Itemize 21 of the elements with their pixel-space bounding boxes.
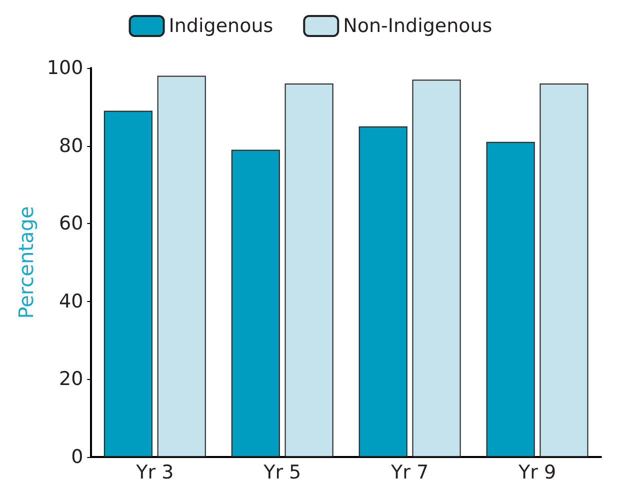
y-tick-label: 60	[58, 212, 84, 235]
y-tick-label: 100	[46, 57, 84, 79]
bar	[540, 84, 588, 457]
y-tick-label: 20	[58, 368, 84, 390]
y-tick-label: 80	[58, 134, 84, 157]
x-tick-label: Yr 5	[262, 462, 302, 484]
x-tick-label: Yr 3	[135, 462, 174, 484]
bar	[231, 150, 280, 457]
bar	[284, 84, 334, 457]
bar	[486, 142, 535, 457]
bar	[412, 80, 461, 457]
legend-label: Indigenous	[168, 15, 274, 37]
bar	[157, 76, 206, 457]
legend-label: Non-Indigenous	[343, 15, 492, 37]
y-tick-label: 40	[58, 290, 84, 312]
y-axis-title: Percentage	[14, 206, 38, 319]
y-tick-label: 0	[71, 446, 84, 468]
bar	[358, 126, 408, 457]
bar	[104, 110, 152, 457]
x-tick-label: Yr 7	[390, 462, 429, 484]
x-tick-label: Yr 9	[517, 462, 556, 484]
